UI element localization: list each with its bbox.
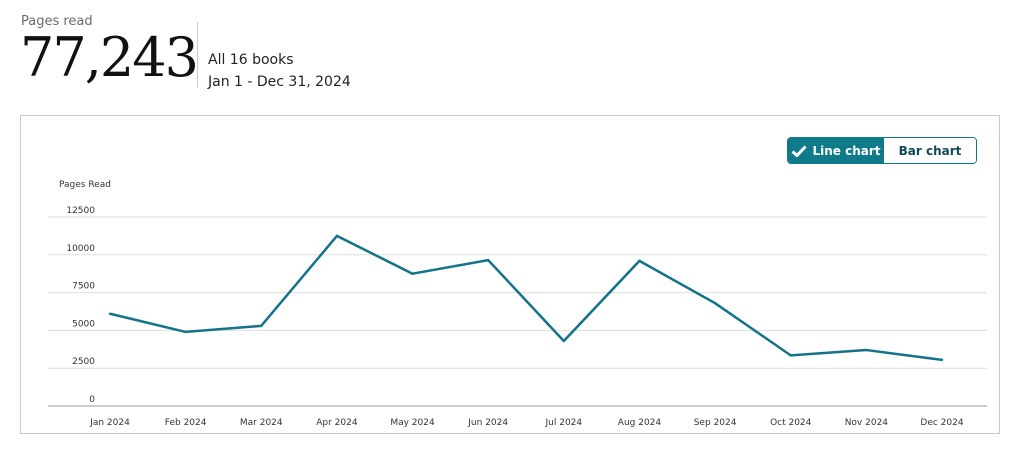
data-point xyxy=(335,234,339,238)
x-tick-label: Nov 2024 xyxy=(845,418,889,428)
series-line xyxy=(109,234,943,362)
pages-read-total: 77,243 xyxy=(20,26,199,89)
line-chart-label: Line chart xyxy=(812,143,881,158)
data-point xyxy=(260,324,263,328)
x-tick-label: Jun 2024 xyxy=(467,418,508,428)
x-tick-label: Jul 2024 xyxy=(545,418,583,428)
bar-chart-button[interactable]: Bar chart xyxy=(884,138,976,163)
x-tick-label: Sep 2024 xyxy=(694,418,737,428)
data-point xyxy=(411,272,414,275)
chart-container xyxy=(20,115,1000,434)
chart-type-toggle: Line chart Bar chart xyxy=(787,137,977,164)
data-point xyxy=(638,259,641,263)
check-icon xyxy=(791,144,808,157)
data-point xyxy=(108,312,112,315)
bar-chart-label: Bar chart xyxy=(898,143,962,158)
date-range: Jan 1 - Dec 31, 2024 xyxy=(208,74,351,90)
data-point xyxy=(486,258,490,262)
x-tick-label: Jan 2024 xyxy=(89,418,130,428)
data-point xyxy=(865,348,868,352)
x-tick-label: May 2024 xyxy=(390,418,435,428)
y-tick-label: 0 xyxy=(89,395,95,405)
data-point xyxy=(940,358,944,362)
y-tick-label: 2500 xyxy=(72,357,95,367)
divider xyxy=(197,22,198,88)
x-tick-label: Mar 2024 xyxy=(240,418,283,428)
data-point xyxy=(713,301,717,305)
y-tick-label: 10000 xyxy=(66,244,95,254)
x-tick-label: Oct 2024 xyxy=(770,418,812,428)
data-point xyxy=(184,330,187,334)
line-chart-button[interactable]: Line chart xyxy=(788,138,884,163)
books-filter: All 16 books xyxy=(208,52,294,68)
pages-read-label: Pages read xyxy=(21,14,93,29)
data-point xyxy=(789,354,792,357)
x-tick-label: Apr 2024 xyxy=(316,418,358,428)
y-tick-label: 5000 xyxy=(72,319,95,329)
x-tick-label: Feb 2024 xyxy=(165,418,207,428)
data-point xyxy=(562,339,566,343)
x-tick-label: Dec 2024 xyxy=(920,418,963,428)
y-tick-label: 12500 xyxy=(66,206,95,216)
y-tick-label: 7500 xyxy=(72,282,95,292)
y-axis-label: Pages Read xyxy=(59,180,111,190)
x-tick-label: Aug 2024 xyxy=(618,418,662,428)
